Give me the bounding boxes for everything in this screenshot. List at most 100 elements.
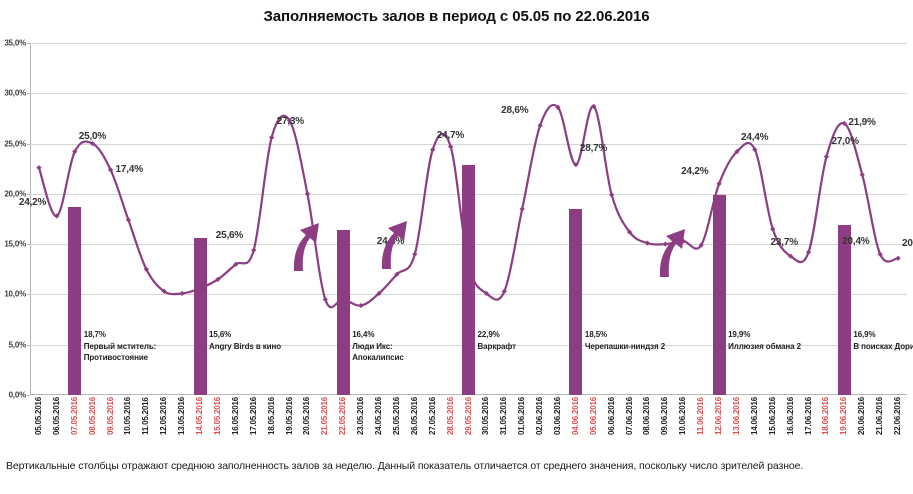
- data-point-marker: [537, 122, 543, 129]
- x-axis-date-label: 11.05.2016: [141, 397, 151, 435]
- data-point-marker: [465, 261, 472, 267]
- x-axis-date-label: 12.05.2016: [159, 397, 169, 436]
- data-point-marker: [805, 249, 812, 255]
- x-axis-date-label: 21.05.2016: [320, 397, 330, 436]
- data-point-marker: [54, 213, 60, 219]
- data-point-marker: [107, 167, 114, 173]
- x-axis-date-label: 09.06.2016: [660, 397, 670, 436]
- data-point-marker: [286, 117, 293, 124]
- y-axis-tick-mark: [27, 344, 30, 346]
- growth-arrow-icon: [381, 221, 407, 269]
- x-axis-date-label: 02.06.2016: [535, 397, 545, 436]
- y-axis-tick-mark: [27, 244, 30, 246]
- x-axis-date-label: 11.06.2016: [696, 397, 706, 435]
- y-axis-tick-mark: [27, 143, 30, 145]
- data-point-marker: [752, 147, 758, 153]
- y-axis-tick-label: 15,0%: [4, 239, 26, 249]
- data-point-label: 24,2%: [681, 165, 709, 177]
- data-point-marker: [519, 206, 525, 212]
- movie-annotation: 16,9% В поисках Дори: [853, 329, 913, 352]
- movie-title: Черепашки-ниндзя 2: [584, 341, 666, 351]
- data-point-marker: [823, 154, 830, 160]
- movie-annotation: 18,5% Черепашки-ниндзя 2: [585, 329, 665, 352]
- x-axis-date-label: 10.06.2016: [678, 397, 688, 436]
- movie-title: Люди Икс: Апокалипсис: [352, 341, 404, 363]
- data-point-marker: [304, 191, 311, 197]
- data-point-marker: [448, 143, 454, 150]
- data-point-label: 20,4%: [842, 236, 870, 248]
- x-axis-date-label: 03.06.2016: [552, 397, 562, 436]
- movie-percent: 15,6%: [209, 330, 232, 339]
- arrow-body: [293, 223, 319, 271]
- growth-arrow-icon: [293, 223, 319, 271]
- movie-title: Иллюзия обмана 2: [728, 341, 801, 351]
- x-axis-date-label: 17.06.2016: [803, 397, 813, 436]
- x-axis-date-label: 23.05.2016: [356, 397, 366, 436]
- data-point-marker: [859, 172, 865, 178]
- data-point-marker: [841, 120, 847, 127]
- y-axis-tick-label: 30,0%: [4, 88, 26, 98]
- movie-annotation: 19,9% Иллюзия обмана 2: [728, 329, 801, 352]
- data-point-marker: [573, 162, 579, 168]
- x-axis-date-label: 06.06.2016: [606, 397, 616, 436]
- x-axis-date-label: 07.05.2016: [69, 397, 79, 436]
- arrow-body: [381, 221, 407, 269]
- x-axis-date-label: 21.06.2016: [875, 397, 885, 436]
- y-axis-tick-label: 20,0%: [4, 189, 26, 199]
- growth-arrow-icon: [659, 229, 685, 277]
- data-point-label: 21,9%: [848, 117, 876, 129]
- x-axis-date-label: 06.05.2016: [51, 397, 61, 436]
- data-point-marker: [626, 229, 633, 235]
- data-point-marker: [412, 251, 418, 257]
- data-point-label: 17,4%: [115, 163, 144, 175]
- y-axis-tick-label: 35,0%: [4, 38, 26, 48]
- chart-title: Заполняемость залов в период с 05.05 по …: [263, 8, 650, 25]
- data-point-marker: [483, 290, 489, 297]
- x-axis-date-label: 19.06.2016: [839, 397, 849, 436]
- x-axis-date-label: 16.05.2016: [230, 397, 240, 436]
- gridline: [30, 43, 907, 44]
- movie-title: Первый мститель: Противостояние: [83, 341, 157, 363]
- data-point-marker: [609, 192, 615, 198]
- x-axis-date-label: 25.05.2016: [391, 397, 401, 436]
- data-point-marker: [430, 147, 436, 153]
- movie-percent: 16,4%: [352, 330, 375, 339]
- x-axis-date-label: 22.05.2016: [338, 397, 348, 436]
- movie-title: Варкрафт: [477, 341, 517, 351]
- x-axis-date-label: 05.05.2016: [33, 397, 43, 436]
- bar-weekly-average: [569, 208, 583, 395]
- bar-weekly-average: [336, 230, 350, 395]
- x-axis-date-label: 04.06.2016: [570, 397, 580, 436]
- data-point-marker: [358, 302, 364, 309]
- x-axis-labels: 05.05.2016 06.05.2016 07.05.2016 08.05.2016…: [30, 397, 907, 459]
- arrow-body: [659, 229, 685, 277]
- gridline: [30, 93, 907, 95]
- x-axis-date-label: 05.06.2016: [588, 397, 598, 436]
- gridline: [30, 143, 907, 145]
- x-axis-date-label: 09.05.2016: [105, 397, 115, 436]
- x-axis-date-label: 07.06.2016: [624, 397, 634, 436]
- data-point-marker: [161, 288, 167, 295]
- data-point-label: 25,0%: [78, 130, 107, 142]
- data-point-marker: [376, 290, 382, 297]
- x-axis-date-label: 29.05.2016: [463, 397, 473, 436]
- data-point-label: 23,7%: [770, 237, 799, 249]
- x-axis-date-label: 28.05.2016: [445, 397, 455, 436]
- movie-percent: 22,9%: [477, 330, 500, 339]
- data-point-marker: [233, 261, 239, 267]
- x-axis-date-label: 13.05.2016: [177, 397, 187, 436]
- movie-percent: 18,5%: [584, 330, 608, 339]
- x-axis-date-label: 10.05.2016: [123, 397, 133, 436]
- movie-percent: 19,9%: [728, 330, 751, 339]
- data-point-marker: [591, 103, 597, 109]
- data-point-marker: [143, 266, 149, 272]
- x-axis-date-label: 22.06.2016: [893, 397, 903, 436]
- x-axis-date-label: 17.05.2016: [248, 397, 258, 436]
- movie-title: Angry Birds в кино: [209, 341, 282, 351]
- y-axis-tick-mark: [27, 193, 30, 195]
- data-point-marker: [197, 285, 203, 291]
- data-point-marker: [179, 290, 185, 297]
- x-axis-date-label: 26.05.2016: [409, 397, 419, 436]
- x-axis-date-label: 19.05.2016: [284, 397, 294, 436]
